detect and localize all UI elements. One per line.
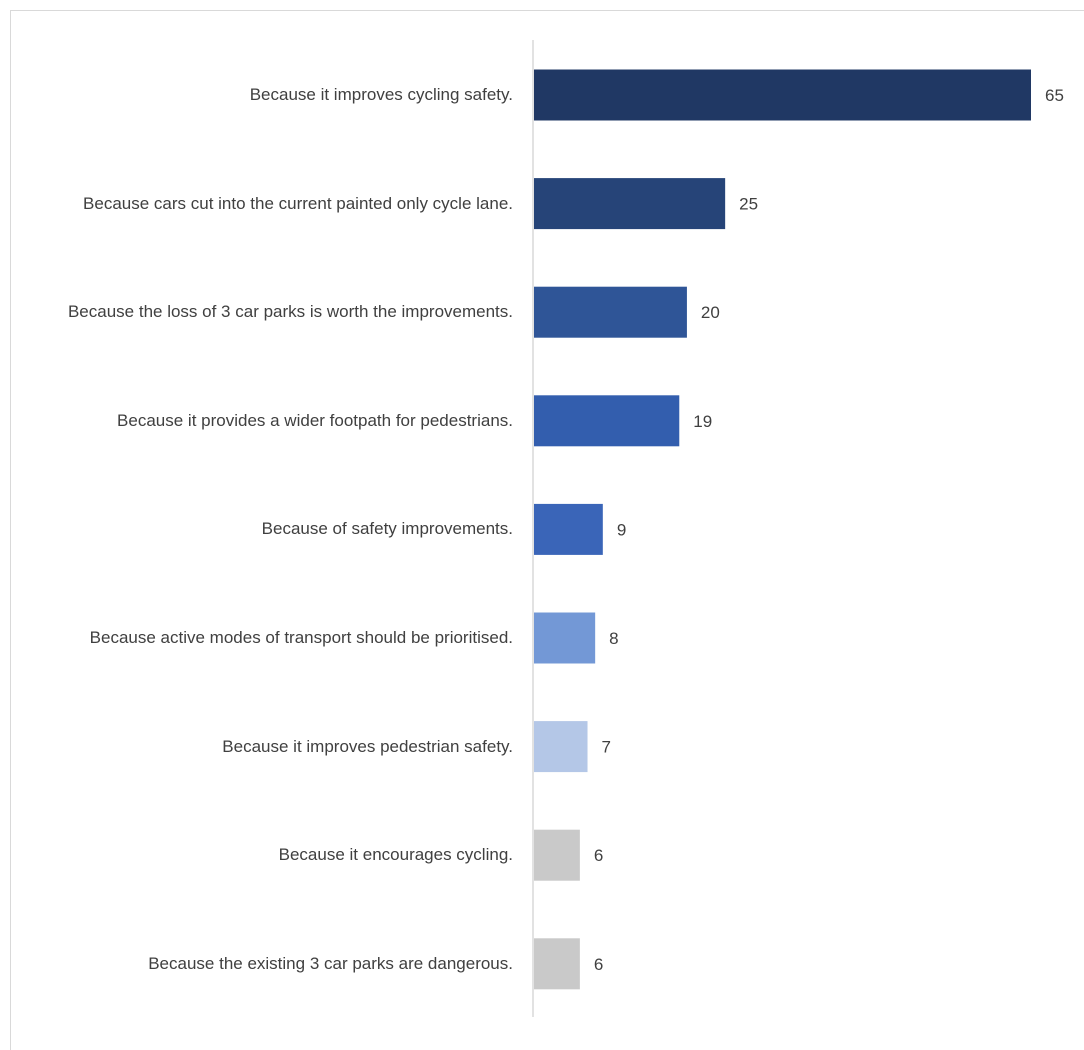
bar [534,395,680,447]
category-label-text: Because it improves pedestrian safety. [222,736,513,756]
category-label-text: Because cars cut into the current painte… [83,193,513,213]
category-label: Because of safety improvements. [20,484,513,574]
category-label: Because it encourages cycling. [20,810,513,900]
data-label: 6 [594,846,603,865]
category-label: Because it improves pedestrian safety. [20,702,513,792]
category-label: Because the loss of 3 car parks is worth… [20,267,513,357]
data-label: 20 [701,303,720,322]
data-label: 65 [1045,86,1064,105]
data-label: 19 [693,412,712,431]
category-label: Because it improves cycling safety. [20,50,513,140]
category-label-text: Because active modes of transport should… [89,628,513,647]
category-label-text: Because it improves cycling safety. [249,85,513,104]
chart-frame [10,10,1084,1050]
category-label-text: Because it encourages cycling. [278,845,513,865]
category-label: Because it provides a wider footpath for… [20,376,513,466]
bar [534,829,580,881]
data-label: 7 [602,738,611,757]
bar [534,938,580,990]
category-label: Because active modes of transport should… [20,593,513,683]
data-label: 6 [594,955,603,974]
category-label-text: Because the existing 3 car parks are dan… [148,953,513,973]
data-label: 9 [617,520,626,539]
bar [534,69,1031,121]
bar [534,178,726,230]
bar [534,503,603,555]
category-label-text: Because of safety improvements. [261,519,513,539]
category-label-text: Because the loss of 3 car parks is worth… [67,302,513,322]
data-label: 8 [609,629,618,648]
category-label: Because the existing 3 car parks are dan… [20,919,513,1009]
bar [534,612,596,664]
bar [534,721,588,773]
bar [534,286,687,338]
data-label: 25 [739,195,758,214]
category-label-text: Because it provides a wider footpath for… [117,410,513,430]
category-label: Because cars cut into the current painte… [20,159,513,249]
